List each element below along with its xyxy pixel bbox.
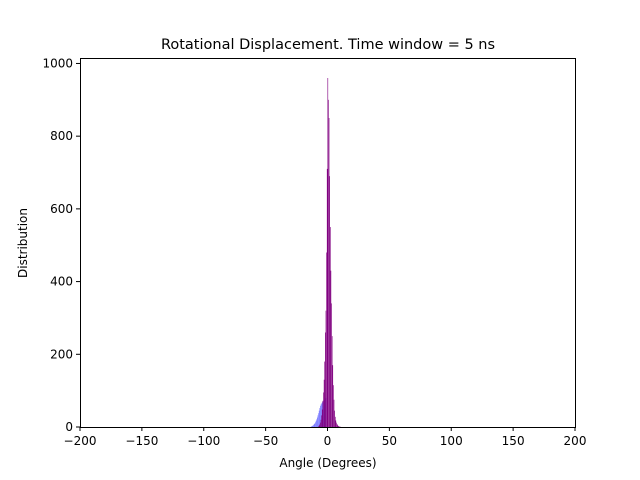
- histogram-bar-series-2-bin-14: [326, 168, 328, 427]
- histogram-bar-series-1-bin-9: [316, 419, 317, 427]
- histogram-bar-series-2-bin-18: [329, 176, 330, 427]
- histogram-bar-series-2-bin-3: [320, 422, 321, 427]
- y-tick-label: 400: [50, 275, 73, 289]
- histogram-bar-series-2-bin-22: [331, 336, 333, 427]
- histogram-bar-series-2-bin-29: [336, 422, 337, 427]
- x-tick-label: −50: [253, 434, 278, 448]
- histogram-bar-series-2-bin-23: [332, 365, 334, 427]
- histogram-bar-series-1-bin-10: [316, 417, 318, 427]
- y-axis-ticks: 0 200 400 600 800 1000: [42, 56, 80, 434]
- histogram-bar-series-2-bin-25: [333, 399, 335, 427]
- histogram-bar-series-2-bin-17: [328, 117, 330, 428]
- histogram-bar-series-1-bin-12: [318, 413, 319, 427]
- histogram-bar-series-2-bin-7: [322, 400, 324, 427]
- histogram-bar-series-2-bin-9: [323, 379, 325, 427]
- x-tick-label: 200: [564, 434, 587, 448]
- histogram-bar-series-1-bin-1: [311, 426, 313, 427]
- x-tick-label: −200: [64, 434, 97, 448]
- histogram-bar-series-2-bin-31: [337, 425, 339, 427]
- histogram-bar-series-2-bin-15: [327, 78, 329, 427]
- histogram-bar-series-2-bin-16: [328, 99, 329, 427]
- chart-title: Rotational Displacement. Time window = 5…: [161, 37, 495, 53]
- histogram-bars: [310, 78, 341, 428]
- histogram-bar-series-2-bin-21: [331, 303, 332, 427]
- histogram-bar-series-2-bin-19: [329, 227, 331, 427]
- y-tick-label: 0: [65, 420, 73, 434]
- histogram-bar-series-2-bin-2: [319, 424, 321, 427]
- histogram-bar-series-2-bin-11: [325, 332, 326, 427]
- histogram-bar-series-2-bin-27: [334, 416, 336, 427]
- histogram-bar-series-2-bin-1: [318, 425, 320, 427]
- histogram-bar-series-2-bin-32: [338, 425, 339, 427]
- histogram-bar-series-2-bin-33: [338, 426, 340, 427]
- y-tick-label: 200: [50, 347, 73, 361]
- x-tick-label: 150: [502, 434, 525, 448]
- histogram-bar-series-1-bin-8: [315, 420, 317, 427]
- x-tick-label: 50: [382, 434, 397, 448]
- histogram-bar-series-2-bin-28: [335, 420, 337, 427]
- x-tick-label: −150: [125, 434, 158, 448]
- histogram-bar-series-2-bin-0: [318, 426, 319, 427]
- histogram-bar-series-2-bin-5: [321, 415, 322, 427]
- histogram-bar-series-1-bin-11: [317, 415, 319, 427]
- histogram-bar-series-1-bin-5: [313, 424, 315, 427]
- y-tick-label: 1000: [42, 56, 73, 70]
- x-axis-ticks: −200 −150 −100 −50 0 50 100 150 200: [64, 427, 587, 448]
- histogram-bar-series-2-bin-20: [330, 270, 332, 427]
- histogram-bar-series-2-bin-10: [324, 361, 326, 427]
- y-tick-label: 600: [50, 202, 73, 216]
- histogram-bar-series-2-bin-30: [336, 424, 338, 427]
- histogram-bar-series-2-bin-13: [326, 252, 327, 427]
- x-tick-label: 0: [324, 434, 332, 448]
- x-tick-label: −100: [187, 434, 220, 448]
- y-axis-label: Distribution: [16, 208, 30, 278]
- histogram-bar-series-1-bin-16: [320, 404, 322, 427]
- y-tick-label: 800: [50, 129, 73, 143]
- histogram-bar-series-2-bin-4: [320, 419, 322, 427]
- histogram-bar-series-1-bin-2: [312, 425, 313, 427]
- histogram-bar-series-1-bin-13: [318, 410, 320, 427]
- histogram-bar-series-1-bin-17: [321, 403, 322, 427]
- histogram-bar-series-1-bin-7: [315, 422, 316, 427]
- histogram-bar-series-2-bin-24: [333, 385, 334, 427]
- histogram-bar-series-1-bin-3: [312, 425, 314, 427]
- histogram-bar-series-1-bin-14: [319, 408, 321, 427]
- histogram-bar-series-2-bin-26: [334, 410, 335, 427]
- histogram-bar-series-1-bin-6: [314, 423, 316, 427]
- histogram-bar-series-1-bin-4: [313, 424, 314, 427]
- x-tick-label: 100: [440, 434, 463, 448]
- x-axis-label: Angle (Degrees): [279, 456, 376, 470]
- histogram-bar-series-2-bin-6: [321, 409, 323, 427]
- histogram-bar-series-2-bin-8: [323, 392, 324, 427]
- histogram-bar-series-1-bin-15: [320, 405, 321, 427]
- histogram-bar-series-2-bin-12: [325, 310, 327, 427]
